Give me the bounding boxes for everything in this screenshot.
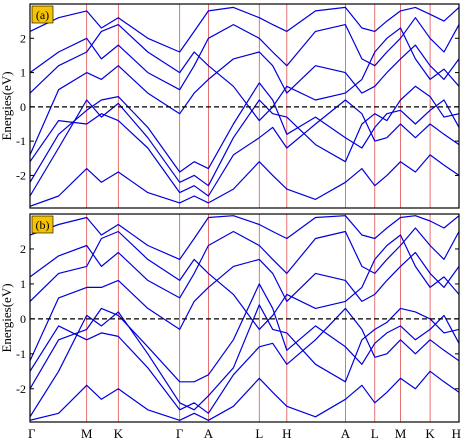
panel-label: (a) xyxy=(31,5,54,24)
kpoint-label: M xyxy=(395,426,407,441)
y-axis-title: Energies(eV) xyxy=(0,283,14,352)
band-line xyxy=(30,82,459,183)
band-line xyxy=(30,370,459,421)
y-tick-label: 2 xyxy=(20,31,26,45)
kpoint-label: A xyxy=(341,426,351,441)
y-tick-label: 0 xyxy=(20,312,26,326)
bands xyxy=(30,215,459,421)
y-tick-label: -1 xyxy=(16,134,26,148)
band-line xyxy=(30,6,459,53)
y-tick-label: -2 xyxy=(16,382,26,396)
kpoint-label: L xyxy=(371,426,379,441)
band-line xyxy=(30,17,459,91)
y-axis-title: Energies(eV) xyxy=(0,71,14,140)
band-line xyxy=(30,283,459,390)
kpoint-label: A xyxy=(204,426,214,441)
band-line xyxy=(30,227,459,299)
kpoint-label: K xyxy=(114,426,124,441)
y-tick-label: -1 xyxy=(16,347,26,361)
kpoint-label: Γ xyxy=(28,426,36,441)
kpoint-label: H xyxy=(452,426,461,441)
band-line xyxy=(30,304,459,418)
kpoint-label: Γ xyxy=(176,426,184,441)
kpoint-label: K xyxy=(425,426,435,441)
plot-frame xyxy=(29,213,460,423)
y-tick-label: 1 xyxy=(20,66,26,80)
band-line xyxy=(30,99,459,197)
band-line xyxy=(30,215,459,260)
panel-b: -2 -1 0 1 2 Energies(eV) (b) Γ M K Γ A L H A L M K H xyxy=(0,213,461,441)
panel-a: -2 -1 0 1 2 Energies(eV) (a) xyxy=(0,3,460,209)
y-tick-label: 0 xyxy=(20,100,26,114)
svg-text:(a): (a) xyxy=(36,8,49,22)
y-tick-label: 2 xyxy=(20,242,26,256)
y-tick-label: -2 xyxy=(16,168,26,182)
svg-text:(b): (b) xyxy=(36,218,50,232)
kpoint-label: M xyxy=(81,426,93,441)
band-line xyxy=(30,44,459,156)
band-line xyxy=(30,251,459,362)
band-line xyxy=(30,154,459,207)
panel-label: (b) xyxy=(31,215,54,234)
band-line xyxy=(30,85,459,197)
kpoint-label: H xyxy=(282,426,291,441)
band-line xyxy=(30,307,459,414)
band-line xyxy=(30,230,459,330)
plot-frame xyxy=(29,3,460,209)
kpoint-label: L xyxy=(255,426,263,441)
y-tick-label: 1 xyxy=(20,277,26,291)
